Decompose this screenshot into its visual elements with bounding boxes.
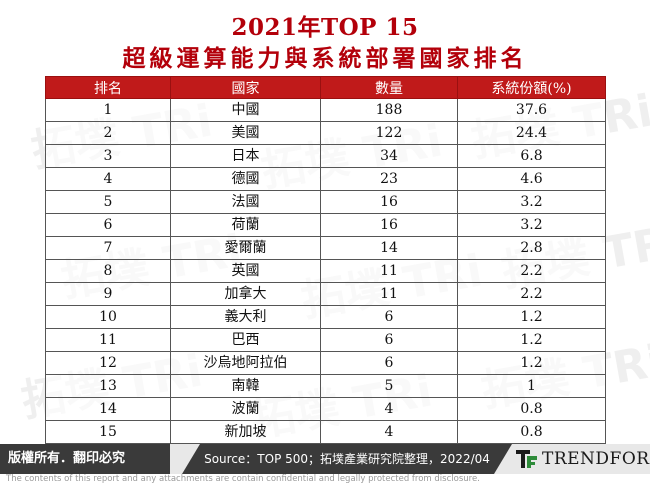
column-header-share: 系統份額(%) xyxy=(457,76,606,99)
rank-cell: 12 xyxy=(45,351,171,375)
rank-cell: 14 xyxy=(45,397,171,421)
rank-cell: 8 xyxy=(45,259,171,283)
share-cell: 6.8 xyxy=(457,144,606,168)
rank-cell: 6 xyxy=(45,213,171,237)
page-subtitle: 超級運算能力與系統部署國家排名 xyxy=(122,45,528,72)
table-row: 10 義大利 6 1.2 xyxy=(45,305,606,329)
table-row: 15 新加坡 4 0.8 xyxy=(45,420,606,444)
count-cell: 14 xyxy=(320,236,458,260)
count-cell: 4 xyxy=(320,397,458,421)
country-cell: 波蘭 xyxy=(170,397,321,421)
share-cell: 1.2 xyxy=(457,328,606,352)
count-cell: 16 xyxy=(320,190,458,214)
count-cell: 122 xyxy=(320,121,458,145)
share-cell: 0.8 xyxy=(457,420,606,444)
count-cell: 23 xyxy=(320,167,458,191)
count-cell: 188 xyxy=(320,98,458,122)
count-cell: 4 xyxy=(320,420,458,444)
page-title: 2021年TOP 15 xyxy=(231,14,419,41)
share-cell: 0.8 xyxy=(457,397,606,421)
column-header-rank: 排名 xyxy=(45,76,171,99)
country-cell: 中國 xyxy=(170,98,321,122)
count-cell: 6 xyxy=(320,305,458,329)
disclaimer-text: The contents of this report and any atta… xyxy=(6,474,480,484)
country-cell: 美國 xyxy=(170,121,321,145)
country-cell: 日本 xyxy=(170,144,321,168)
country-cell: 新加坡 xyxy=(170,420,321,444)
rank-cell: 7 xyxy=(45,236,171,260)
source-label: Source：TOP 500；拓墣產業研究院整理，2022/04 xyxy=(182,444,512,474)
count-cell: 11 xyxy=(320,259,458,283)
rank-cell: 2 xyxy=(45,121,171,145)
table-row: 6 荷蘭 16 3.2 xyxy=(45,213,606,237)
share-cell: 2.8 xyxy=(457,236,606,260)
count-cell: 16 xyxy=(320,213,458,237)
country-cell: 沙烏地阿拉伯 xyxy=(170,351,321,375)
copyright-label: 版權所有．翻印必究 xyxy=(0,444,170,474)
country-cell: 巴西 xyxy=(170,328,321,352)
rank-cell: 11 xyxy=(45,328,171,352)
rank-cell: 5 xyxy=(45,190,171,214)
count-cell: 5 xyxy=(320,374,458,398)
table-row: 2 美國 122 24.4 xyxy=(45,121,606,145)
share-cell: 2.2 xyxy=(457,282,606,306)
count-cell: 6 xyxy=(320,351,458,375)
rank-cell: 4 xyxy=(45,167,171,191)
share-cell: 2.2 xyxy=(457,259,606,283)
table-row: 14 波蘭 4 0.8 xyxy=(45,397,606,421)
share-cell: 4.6 xyxy=(457,167,606,191)
footer-bar: 版權所有．翻印必究 Source：TOP 500；拓墣產業研究院整理，2022/… xyxy=(0,444,650,474)
trendforce-logo-icon xyxy=(516,450,537,468)
country-cell: 義大利 xyxy=(170,305,321,329)
country-cell: 荷蘭 xyxy=(170,213,321,237)
table-row: 3 日本 34 6.8 xyxy=(45,144,606,168)
table-row: 11 巴西 6 1.2 xyxy=(45,328,606,352)
count-cell: 6 xyxy=(320,328,458,352)
share-cell: 3.2 xyxy=(457,213,606,237)
table-row: 9 加拿大 11 2.2 xyxy=(45,282,606,306)
table-row: 12 沙烏地阿拉伯 6 1.2 xyxy=(45,351,606,375)
share-cell: 37.6 xyxy=(457,98,606,122)
rank-cell: 15 xyxy=(45,420,171,444)
table-header-row: 排名 國家 數量 系統份額(%) xyxy=(45,76,606,99)
country-cell: 愛爾蘭 xyxy=(170,236,321,260)
share-cell: 3.2 xyxy=(457,190,606,214)
table-row: 5 法國 16 3.2 xyxy=(45,190,606,214)
table-row: 8 英國 11 2.2 xyxy=(45,259,606,283)
rank-cell: 10 xyxy=(45,305,171,329)
rank-cell: 9 xyxy=(45,282,171,306)
country-cell: 法國 xyxy=(170,190,321,214)
ranking-table: 排名 國家 數量 系統份額(%) 1 中國 188 37.6 2 美國 122 24.4 3… xyxy=(45,76,606,444)
column-header-country: 國家 xyxy=(170,76,321,99)
table-row: 13 南韓 5 1 xyxy=(45,374,606,398)
table-row: 1 中國 188 37.6 xyxy=(45,98,606,122)
country-cell: 英國 xyxy=(170,259,321,283)
count-cell: 34 xyxy=(320,144,458,168)
country-cell: 德國 xyxy=(170,167,321,191)
brand-name: TRENDFORCE xyxy=(542,449,650,469)
share-cell: 1.2 xyxy=(457,351,606,375)
count-cell: 11 xyxy=(320,282,458,306)
rank-cell: 13 xyxy=(45,374,171,398)
share-cell: 1 xyxy=(457,374,606,398)
share-cell: 1.2 xyxy=(457,305,606,329)
country-cell: 南韓 xyxy=(170,374,321,398)
country-cell: 加拿大 xyxy=(170,282,321,306)
rank-cell: 1 xyxy=(45,98,171,122)
table-row: 7 愛爾蘭 14 2.8 xyxy=(45,236,606,260)
column-header-count: 數量 xyxy=(320,76,458,99)
table-row: 4 德國 23 4.6 xyxy=(45,167,606,191)
share-cell: 24.4 xyxy=(457,121,606,145)
rank-cell: 3 xyxy=(45,144,171,168)
trendforce-logo: TRENDFORCE xyxy=(516,446,650,472)
